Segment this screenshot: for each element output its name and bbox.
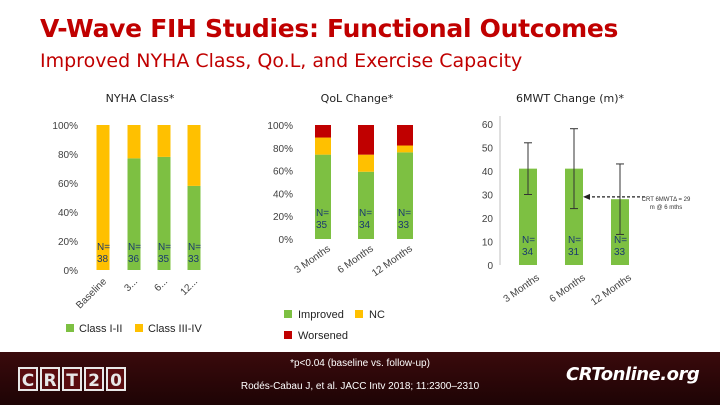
crt20-logo-letter: T <box>62 367 82 391</box>
bar-nc <box>358 154 374 172</box>
bar-class-iii-iv <box>157 125 171 157</box>
crt20-logo-letter: R <box>40 367 60 391</box>
legend-label: NC <box>369 309 385 321</box>
legend-label: Worsened <box>298 330 348 342</box>
y-tick-label: 60 <box>482 120 494 131</box>
bar-worsened <box>358 125 374 155</box>
y-tick-label: 0% <box>279 235 294 246</box>
bar-class-iii-iv <box>187 125 201 186</box>
y-tick-label: 10 <box>482 238 494 249</box>
y-tick-label: 20% <box>58 237 78 248</box>
y-tick-label: 100% <box>267 121 293 132</box>
n-label: N= 33 <box>614 235 627 258</box>
x-tick-label: 3 Months <box>293 243 333 276</box>
bar-nc <box>397 145 413 153</box>
legend-label: Improved <box>298 309 344 321</box>
legend-swatch-nc <box>355 310 363 318</box>
crt20-logo-letter: 0 <box>106 367 126 391</box>
bar-nc <box>315 137 331 155</box>
bar-6mwt <box>565 168 583 265</box>
legend-swatch-class-iii-iv <box>135 324 143 332</box>
bar-class-i-ii <box>187 185 201 270</box>
y-tick-label: 30 <box>482 191 494 202</box>
x-tick-label: 6 Months <box>548 272 588 305</box>
y-tick-label: 20% <box>273 212 293 223</box>
bar-improved <box>397 152 413 239</box>
bar-class-iii-iv <box>96 125 110 270</box>
n-label: N= 31 <box>568 235 581 258</box>
reference-annotation: CRT 6MWTΔ = 29 m @ 6 mths <box>642 197 691 211</box>
footnote: *p<0.04 (baseline vs. follow-up) <box>290 358 430 369</box>
y-tick-label: 40 <box>482 167 494 178</box>
crt20-logo-letter: 2 <box>84 367 104 391</box>
y-tick-label: 80% <box>273 144 293 155</box>
bar-worsened <box>397 125 413 146</box>
x-tick-label: 12 Months <box>370 243 415 279</box>
chart-title: QoL Change* <box>321 92 394 105</box>
reference-arrowhead <box>583 193 590 200</box>
x-tick-label: Baseline <box>74 276 109 311</box>
y-tick-label: 60% <box>273 167 293 178</box>
n-label: N= 35 <box>158 242 171 265</box>
x-tick-label: 6... <box>153 276 171 294</box>
bar-improved <box>315 154 331 239</box>
n-label: N= 36 <box>128 242 141 265</box>
n-label: N= 33 <box>188 242 201 265</box>
bar-6mwt <box>519 168 537 265</box>
bar-class-i-ii <box>127 158 141 270</box>
legend-label: Class III-IV <box>148 323 202 335</box>
y-tick-label: 40% <box>273 189 293 200</box>
y-tick-label: 40% <box>58 208 78 219</box>
bar-class-iii-iv <box>127 125 141 159</box>
y-tick-label: 0% <box>64 266 79 277</box>
x-tick-label: 3... <box>123 276 141 294</box>
y-tick-label: 80% <box>58 150 78 161</box>
crtonline-logo: CRTonline.org <box>566 364 700 385</box>
legend-swatch-worsened <box>284 331 292 339</box>
bar-worsened <box>315 125 331 138</box>
x-tick-label: 3 Months <box>502 272 542 305</box>
legend-label: Class I-II <box>79 323 122 335</box>
x-tick-label: 12 Months <box>589 272 634 308</box>
chart-title: NYHA Class* <box>106 92 175 105</box>
n-label: N= 34 <box>522 235 535 258</box>
y-tick-label: 0 <box>487 261 493 272</box>
legend-swatch-improved <box>284 310 292 318</box>
n-label: N= 34 <box>359 208 372 231</box>
bar-improved <box>358 171 374 239</box>
y-tick-label: 20 <box>482 214 494 225</box>
chart-title: 6MWT Change (m)* <box>516 92 624 105</box>
n-label: N= 33 <box>398 208 411 231</box>
x-tick-label: 12... <box>179 276 201 298</box>
crt20-logo-letter: C <box>18 367 38 391</box>
slide-subtitle: Improved NYHA Class, Qo.L, and Exercise … <box>40 50 523 72</box>
citation: Rodés-Cabau J, et al. JACC Intv 2018; 11… <box>240 381 480 392</box>
charts-canvas: NYHA Class*0%20%40%60%80%100%N= 38Baselin… <box>52 92 691 342</box>
n-label: N= 35 <box>316 208 329 231</box>
slide-title: V-Wave FIH Studies: Functional Outcomes <box>40 14 619 43</box>
y-tick-label: 100% <box>52 121 78 132</box>
n-label: N= 38 <box>97 242 110 265</box>
y-tick-label: 50 <box>482 144 494 155</box>
y-tick-label: 60% <box>58 179 78 190</box>
bar-class-i-ii <box>157 156 171 270</box>
legend-swatch-class-i-ii <box>66 324 74 332</box>
